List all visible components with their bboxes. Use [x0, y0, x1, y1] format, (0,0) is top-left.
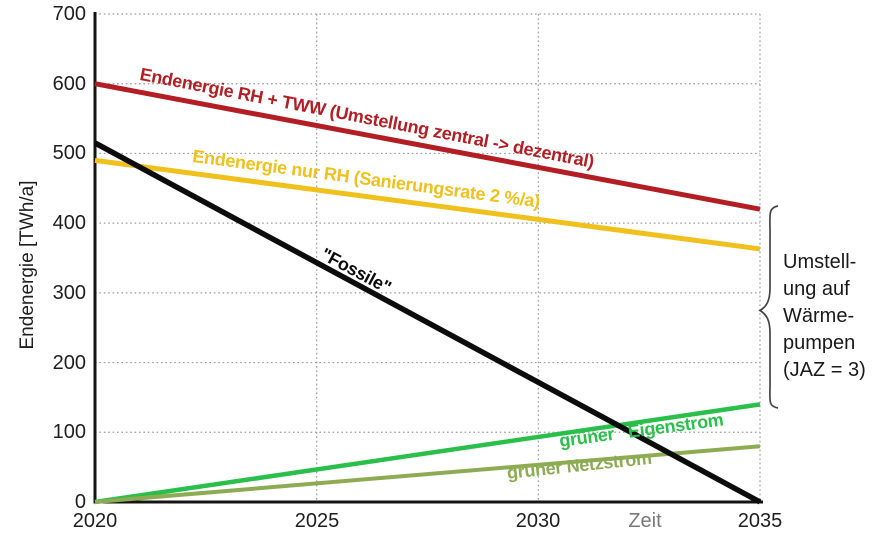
x-tick-label: 2035: [737, 510, 783, 532]
grouping-brace: [758, 205, 779, 409]
y-tick-label: 400: [52, 212, 86, 234]
series-line: [93, 140, 762, 505]
annotation-line: Wärme-: [783, 305, 855, 327]
heat-pump-annotation: Umstell- ung auf Wärme- pumpen (JAZ = 3): [783, 249, 866, 384]
x-axis-title: Zeit: [628, 510, 662, 532]
y-tick-label: 600: [52, 73, 86, 95]
y-tick-label: 700: [52, 3, 86, 25]
gridlines: [95, 13, 761, 502]
y-tick-label: 0: [74, 491, 86, 513]
annotation-line: ung auf: [783, 278, 850, 300]
y-tick-label: 300: [52, 282, 86, 304]
y-axis-title: Endenergie [TWh/a]: [17, 180, 38, 350]
annotation-line: Umstell-: [783, 251, 857, 273]
annotation-line: (JAZ = 3): [783, 359, 866, 381]
x-tick-label: 2020: [72, 510, 118, 532]
series-line: [94, 444, 761, 504]
y-tick-label: 100: [52, 421, 86, 443]
series-line: [94, 81, 761, 212]
series-lines: [93, 81, 762, 505]
y-tick-label: 500: [52, 142, 86, 164]
axes: [93, 12, 763, 504]
series-line: [94, 402, 761, 505]
x-tick-label: 2025: [294, 510, 340, 532]
x-tick-label: 2030: [515, 510, 561, 532]
annotation-line: pumpen: [783, 332, 856, 354]
series-line: [94, 157, 761, 252]
y-tick-label: 200: [52, 352, 86, 374]
